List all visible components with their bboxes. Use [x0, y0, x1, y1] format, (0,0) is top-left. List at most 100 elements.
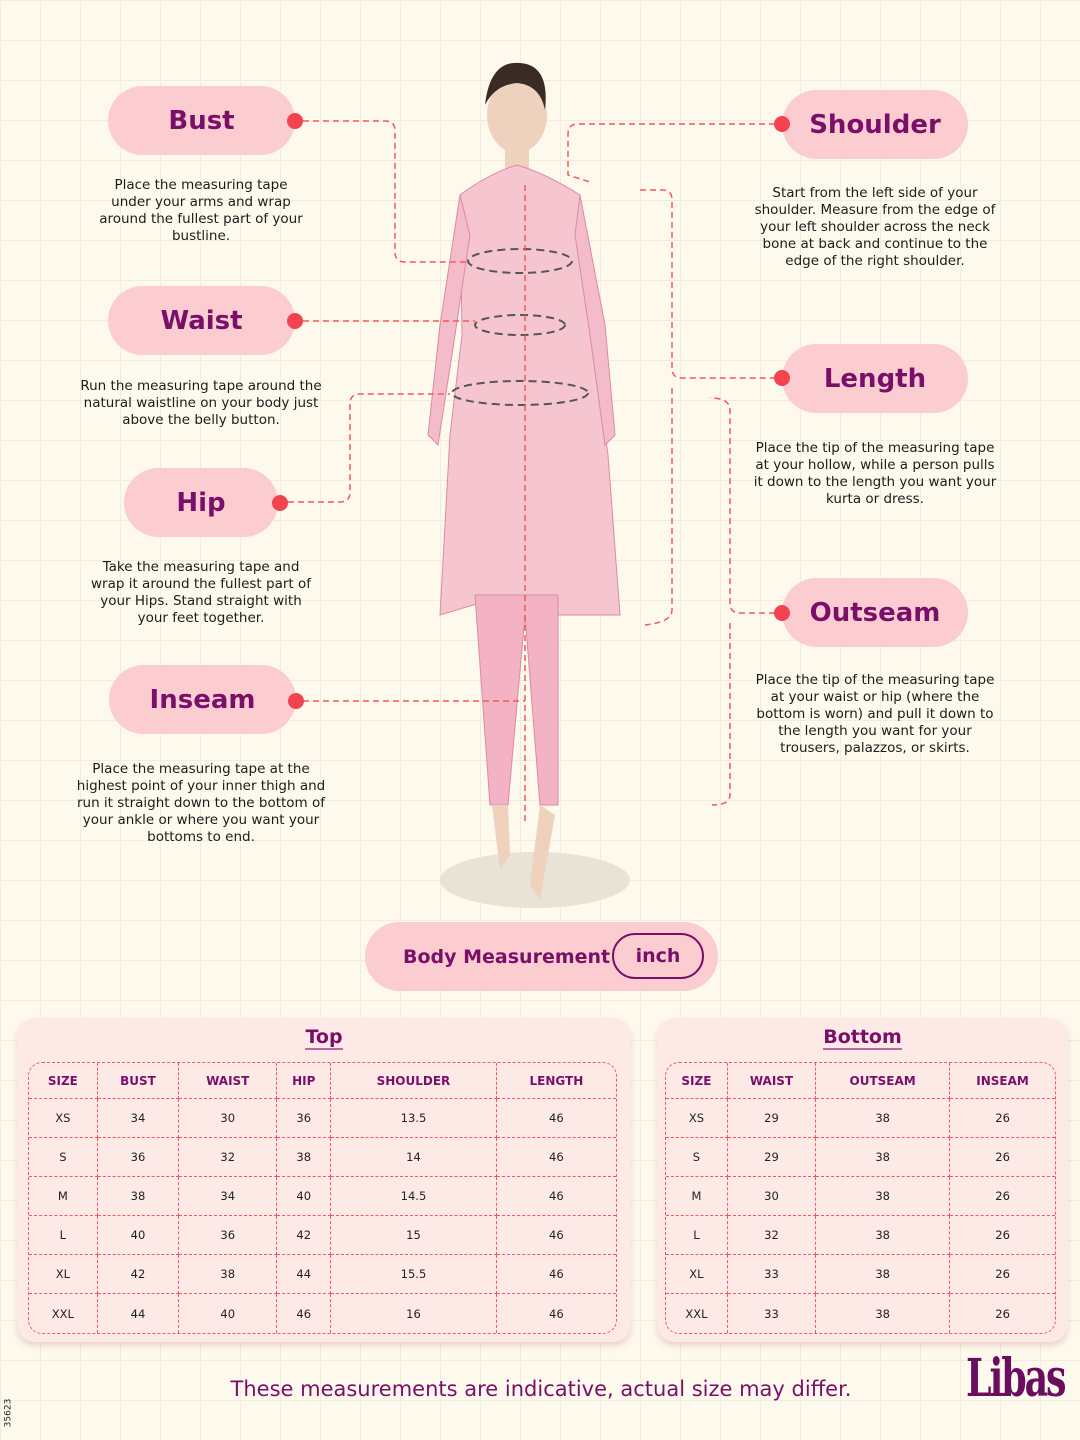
hip-dot [272, 495, 288, 511]
connector-lines [288, 120, 775, 806]
model-illustration [427, 62, 630, 908]
table-cell: 44 [277, 1255, 332, 1294]
table-row: XS 34 30 36 13.5 46 [29, 1099, 616, 1138]
product-code: 35623 [3, 1398, 14, 1428]
table-cell: 13.5 [331, 1099, 497, 1138]
top-size-table: SIZE BUST WAIST HIP SHOULDER LENGTH XS 34 30 36 13… [28, 1062, 617, 1334]
outseam-label-text: Outseam [809, 597, 941, 628]
column-header: WAIST [727, 1063, 817, 1099]
table-cell: 29 [727, 1099, 817, 1138]
shoulder-label-text: Shoulder [809, 109, 941, 140]
length-label: Length [782, 344, 968, 413]
table-cell: 26 [950, 1138, 1055, 1177]
table-row: M 30 38 26 [666, 1177, 1055, 1216]
table-cell: 36 [97, 1138, 180, 1177]
table-cell: 26 [995, 1306, 1010, 1321]
column-header: SIZE [29, 1063, 98, 1099]
waist-label-text: Waist [160, 305, 243, 336]
shoulder-dot [774, 116, 790, 132]
table-cell: 34 [179, 1177, 278, 1216]
table-row: XS 29 38 26 [666, 1099, 1055, 1138]
table-cell: 38 [816, 1099, 951, 1138]
hip-description: Take the measuring tape and wrap it arou… [91, 559, 311, 626]
column-header: BUST [97, 1063, 180, 1099]
libas-logo: Libas [966, 1348, 1067, 1409]
table-cell: 46 [496, 1138, 616, 1177]
table-cell: 46 [277, 1294, 332, 1333]
table-cell: 15.5 [331, 1255, 497, 1294]
table-row: XXL 44 40 46 16 46 [29, 1294, 616, 1333]
inseam-dot [288, 693, 304, 709]
bottom-size-table: SIZE WAIST OUTSEAM INSEAM XS 29 38 26 S 29 38 26 M 30… [665, 1062, 1056, 1334]
table-cell: 29 [727, 1138, 817, 1177]
table-cell: 38 [97, 1177, 180, 1216]
table-cell: 38 [277, 1138, 332, 1177]
table-cell: 36 [277, 1099, 332, 1138]
table-row: L 32 38 26 [666, 1216, 1055, 1255]
table-row: XXL 33 38 26 [666, 1294, 1055, 1333]
table-cell: XS [29, 1099, 98, 1138]
body-measurement-badge: Body Measurement inch [365, 922, 718, 991]
table-cell: 26 [950, 1216, 1055, 1255]
table-row: L 40 36 42 15 46 [29, 1216, 616, 1255]
table-cell: 16 [331, 1294, 497, 1333]
shoulder-label: Shoulder [782, 90, 968, 159]
table-cell: 14.5 [331, 1177, 497, 1216]
table-cell: XS [666, 1099, 728, 1138]
table-cell: XXL [29, 1294, 98, 1333]
inseam-label-text: Inseam [149, 684, 256, 715]
column-header: SHOULDER [331, 1063, 497, 1099]
table-cell: XXL [666, 1294, 728, 1333]
table-cell: 33 [727, 1255, 817, 1294]
table-cell: 38 [816, 1177, 951, 1216]
table-cell: L [666, 1216, 728, 1255]
column-header: INSEAM [950, 1063, 1055, 1099]
column-header: OUTSEAM [816, 1063, 951, 1099]
waist-description: Run the measuring tape around the natura… [80, 378, 322, 428]
table-row: S 29 38 26 [666, 1138, 1055, 1177]
table-cell: 46 [496, 1216, 616, 1255]
unit-toggle[interactable]: inch [612, 933, 704, 979]
table-cell: 40 [277, 1177, 332, 1216]
hip-label-text: Hip [176, 487, 226, 518]
waist-dot [287, 313, 303, 329]
top-table-title: Top [305, 1026, 343, 1050]
table-cell: S [29, 1138, 98, 1177]
table-cell: 15 [331, 1216, 497, 1255]
table-cell: 30 [179, 1099, 278, 1138]
table-cell: XL [666, 1255, 728, 1294]
shoulder-description: Start from the left side of your shoulde… [754, 185, 996, 269]
table-cell: 42 [277, 1216, 332, 1255]
table-cell: 46 [496, 1099, 616, 1138]
table-cell: M [29, 1177, 98, 1216]
table-cell: 32 [727, 1216, 817, 1255]
table-row: S 36 32 38 14 46 [29, 1138, 616, 1177]
outseam-dot [774, 605, 790, 621]
waist-label: Waist [108, 286, 295, 355]
table-header-row: SIZE WAIST OUTSEAM INSEAM [666, 1063, 1055, 1099]
table-cell: 26 [950, 1177, 1055, 1216]
column-header: SIZE [666, 1063, 728, 1099]
table-cell: 36 [179, 1216, 278, 1255]
column-header: WAIST [179, 1063, 278, 1099]
bottom-size-card: Bottom SIZE WAIST OUTSEAM INSEAM XS 29 38 26 S 29… [657, 1018, 1068, 1342]
length-label-text: Length [823, 363, 927, 394]
table-cell: 38 [816, 1255, 951, 1294]
table-cell: S [666, 1138, 728, 1177]
table-cell: 40 [97, 1216, 180, 1255]
top-size-card: Top SIZE BUST WAIST HIP SHOULDER LENGTH XS 34 30… [17, 1018, 631, 1342]
table-cell: 46 [496, 1255, 616, 1294]
table-cell: 46 [496, 1177, 616, 1216]
table-cell: 38 [179, 1255, 278, 1294]
table-cell: 42 [97, 1255, 180, 1294]
column-header: HIP [277, 1063, 332, 1099]
table-cell: 38 [816, 1294, 951, 1333]
table-cell: 34 [97, 1099, 180, 1138]
table-cell: 26 [950, 1099, 1055, 1138]
outseam-label: Outseam [782, 578, 968, 647]
table-cell: 32 [179, 1138, 278, 1177]
bust-dot [287, 113, 303, 129]
bust-label: Bust [108, 86, 295, 155]
table-cell: 40 [179, 1294, 278, 1333]
bottom-table-title: Bottom [823, 1026, 902, 1050]
